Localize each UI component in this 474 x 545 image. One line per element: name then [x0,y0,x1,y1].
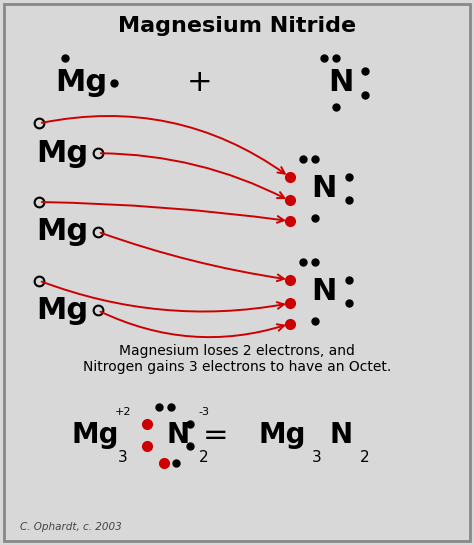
Text: Magnesium loses 2 electrons, and
Nitrogen gains 3 electrons to have an Octet.: Magnesium loses 2 electrons, and Nitroge… [83,344,391,374]
Text: +2: +2 [115,408,131,417]
Text: N: N [329,421,352,449]
Text: Mg: Mg [72,421,119,449]
Text: Mg: Mg [55,68,108,97]
Text: Magnesium Nitride: Magnesium Nitride [118,16,356,36]
Text: Mg: Mg [36,296,89,325]
Text: -3: -3 [199,408,210,417]
Text: C. Ophardt, c. 2003: C. Ophardt, c. 2003 [20,522,122,532]
Text: 2: 2 [359,450,369,465]
Text: N: N [311,277,337,306]
Text: N: N [328,68,353,97]
Text: N: N [166,421,190,449]
Text: 3: 3 [118,450,128,465]
Text: Mg: Mg [36,139,89,168]
Text: +: + [186,68,212,97]
Text: =: = [203,421,228,450]
Text: Mg: Mg [36,217,89,246]
Text: 2: 2 [199,450,209,465]
Text: N: N [311,174,337,203]
Text: Mg: Mg [258,421,306,449]
FancyBboxPatch shape [4,4,470,541]
Text: 3: 3 [312,450,322,465]
